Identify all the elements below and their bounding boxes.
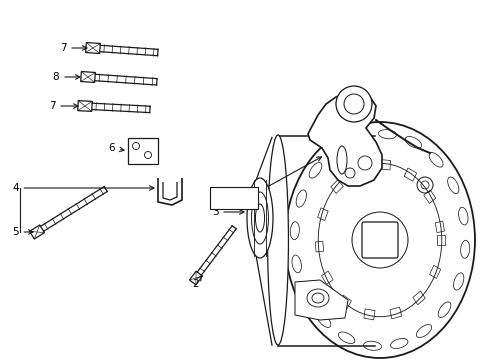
Bar bbox=[128, 138, 158, 164]
Polygon shape bbox=[307, 93, 381, 186]
Text: 6: 6 bbox=[108, 143, 124, 153]
Text: 7: 7 bbox=[49, 101, 78, 111]
Text: 2: 2 bbox=[192, 276, 201, 289]
Text: 7: 7 bbox=[60, 43, 87, 53]
Ellipse shape bbox=[246, 178, 272, 258]
Ellipse shape bbox=[267, 135, 288, 345]
Text: 5: 5 bbox=[12, 227, 33, 237]
Circle shape bbox=[335, 86, 371, 122]
Text: 1: 1 bbox=[210, 193, 217, 203]
Text: 3: 3 bbox=[211, 207, 244, 217]
Polygon shape bbox=[294, 280, 347, 320]
Bar bbox=[209, 187, 258, 209]
Text: 4: 4 bbox=[12, 183, 154, 193]
Text: 8: 8 bbox=[53, 72, 80, 82]
